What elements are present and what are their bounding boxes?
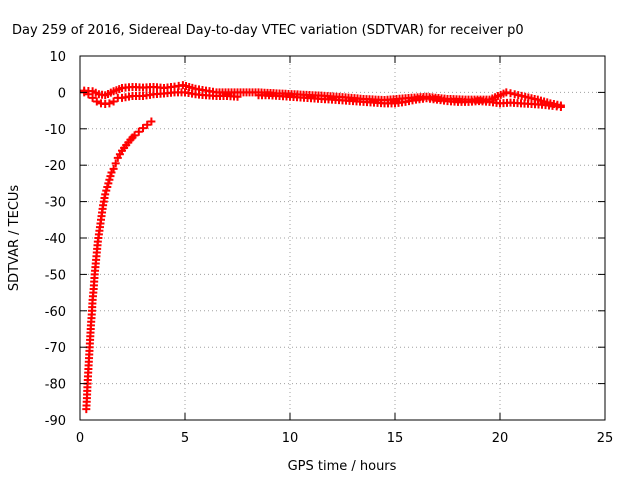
data-series <box>80 81 565 414</box>
series-recovery-arc <box>82 117 156 414</box>
data-point <box>105 99 114 108</box>
y-tick-label: -80 <box>45 378 66 393</box>
y-tick-label: -90 <box>45 414 66 429</box>
data-point <box>147 117 156 126</box>
plot-frame <box>79 55 606 421</box>
data-point <box>109 164 118 173</box>
x-axis-label: GPS time / hours <box>288 459 397 474</box>
data-point <box>143 120 152 129</box>
y-tick-label: -20 <box>45 159 66 174</box>
y-tick-label: -60 <box>45 305 66 320</box>
data-point <box>139 124 147 133</box>
x-tick-label: 25 <box>597 431 614 446</box>
data-point <box>92 97 101 106</box>
data-point <box>134 127 143 136</box>
y-tick-label: -40 <box>45 232 66 247</box>
axis-ticks: 10 0 -10 -20 -30 -40 -50 -60 -70 -80 -90 0 5 10 15 20 25 <box>45 50 614 446</box>
x-tick-label: 5 <box>181 431 189 446</box>
y-tick-label: -30 <box>45 196 66 211</box>
grid <box>80 56 605 420</box>
y-tick-label: 0 <box>58 86 66 101</box>
chart-title: Day 259 of 2016, Sidereal Day-to-day VTE… <box>12 23 524 38</box>
y-tick-label: -50 <box>45 268 66 283</box>
y-tick-label: -10 <box>45 123 66 138</box>
x-tick-label: 20 <box>492 431 509 446</box>
x-tick-label: 10 <box>282 431 299 446</box>
data-point <box>130 131 139 140</box>
data-point <box>111 159 120 168</box>
y-tick-label: 10 <box>49 50 66 65</box>
series-upper-band <box>80 81 565 110</box>
x-tick-label: 15 <box>387 431 404 446</box>
data-point <box>556 101 565 110</box>
y-axis-label: SDTVAR / TECUs <box>7 185 22 292</box>
y-tick-label: -70 <box>45 341 66 356</box>
data-point <box>109 97 118 106</box>
x-tick-label: 0 <box>76 431 84 446</box>
